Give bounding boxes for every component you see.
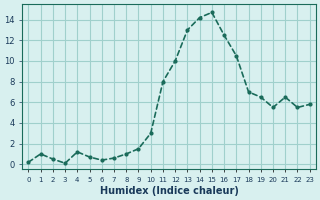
X-axis label: Humidex (Indice chaleur): Humidex (Indice chaleur) bbox=[100, 186, 238, 196]
